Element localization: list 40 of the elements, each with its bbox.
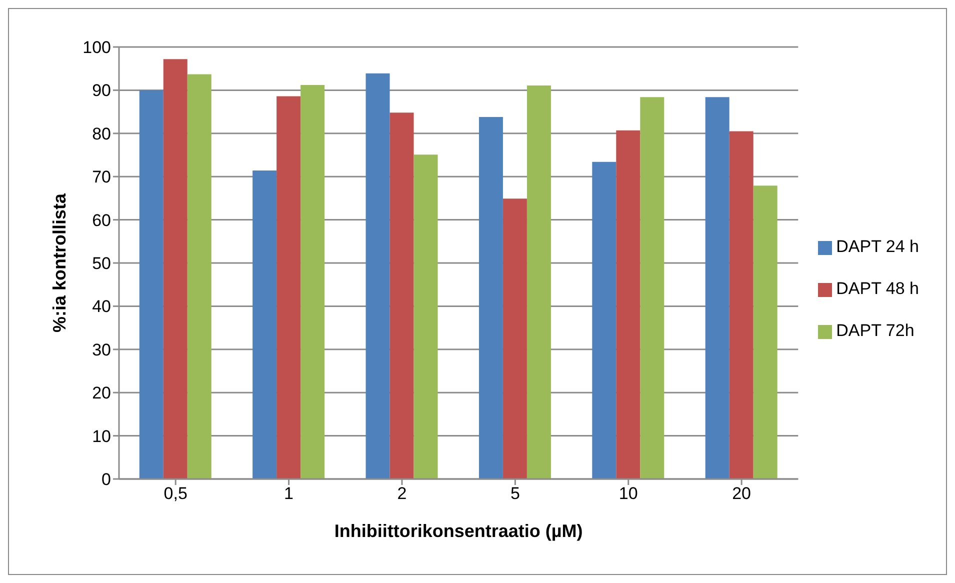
bar [526,85,551,479]
bar [366,73,390,479]
bar [414,154,438,479]
bar [300,85,325,479]
y-axis-title: %:ia kontrollista [49,192,70,333]
bar [478,116,503,479]
bar [252,170,277,479]
legend-label: DAPT 48 h [836,279,919,298]
bar [616,130,640,479]
y-tick-label: 80 [92,124,111,144]
y-tick-label: 30 [92,340,111,360]
legend-label: DAPT 24 h [836,237,919,256]
x-tick-label: 1 [284,484,294,504]
x-tick-label: 0,5 [164,484,188,504]
bar [163,59,188,479]
bar [592,162,616,479]
bar [640,97,664,479]
x-tick-label: 5 [510,484,520,504]
y-tick-label: 70 [92,168,111,187]
bar [502,198,527,479]
x-tick-label: 2 [397,484,407,504]
y-tick-label: 20 [92,384,111,403]
x-axis-title: Inhibiittorikonsentraatio (µM) [334,521,583,541]
bar [187,74,212,479]
y-tick-label: 10 [92,426,111,446]
y-tick-label: 50 [92,254,111,274]
legend-label: DAPT 72h [836,321,914,340]
bar [139,90,164,479]
bar [390,112,414,479]
bar [705,97,730,479]
y-tick-label: 60 [92,210,111,230]
y-tick-label: 0 [102,470,111,490]
bar [729,131,754,479]
bar [753,186,778,479]
y-tick-label: 90 [92,81,111,100]
y-tick-label: 40 [92,297,111,316]
x-tick-label: 20 [732,484,752,504]
bar [276,96,301,479]
y-tick-label: 100 [82,38,111,58]
x-tick-label: 10 [618,484,638,504]
